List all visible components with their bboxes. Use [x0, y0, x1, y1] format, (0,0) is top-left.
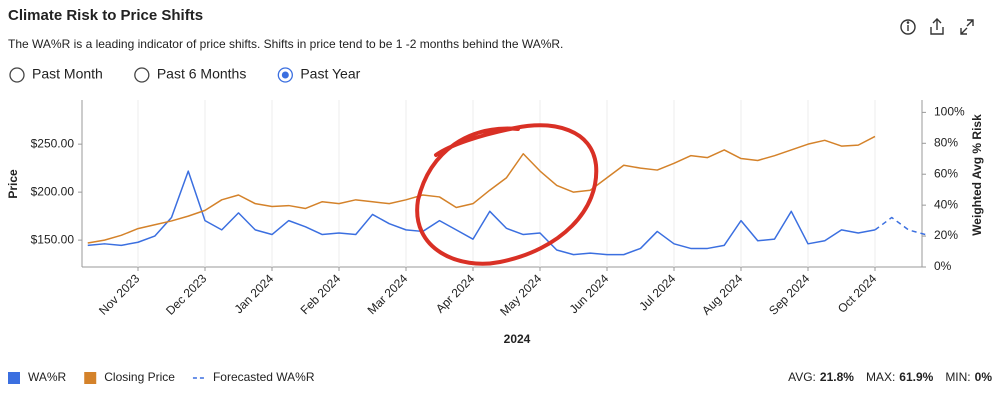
radio-option[interactable]: Past Month: [9, 66, 103, 83]
y2-tick-label: 40%: [934, 197, 958, 211]
x-tick-label: May 2024: [497, 271, 544, 318]
legend-label: Forecasted WA%R: [213, 370, 315, 384]
series-line: [874, 216, 926, 236]
radio-label: Past Month: [32, 66, 103, 82]
legend-label: WA%R: [28, 370, 67, 384]
expand-icon[interactable]: [960, 19, 974, 35]
stat-label: MIN:: [945, 370, 970, 384]
stat-value: 0%: [975, 370, 993, 384]
legend-item[interactable]: Forecasted WA%R: [192, 370, 315, 384]
x-tick-label: Aug 2024: [699, 271, 745, 317]
radio-button: [134, 67, 150, 83]
series-line: [87, 135, 876, 244]
x-tick-label: Dec 2023: [163, 271, 209, 317]
series-line: [87, 170, 876, 256]
radio-label: Past 6 Months: [157, 66, 247, 82]
y2-tick-label: 0%: [934, 259, 952, 273]
x-tick-label: Oct 2024: [835, 271, 880, 316]
stat-value: 21.8%: [820, 370, 854, 384]
x-tick-label: Sep 2024: [766, 271, 812, 317]
x-tick-label: Apr 2024: [433, 271, 478, 316]
legend-swatch: [8, 372, 20, 384]
y2-tick-label: 60%: [934, 166, 958, 180]
radio-option[interactable]: Past 6 Months: [134, 66, 247, 83]
y-tick-label: $200.00: [31, 184, 75, 198]
x-tick-label: Nov 2023: [96, 271, 142, 317]
radio-button: [9, 67, 25, 83]
x-tick-label: Jul 2024: [636, 271, 678, 313]
stat-value: 61.9%: [899, 370, 933, 384]
x-tick-label: Mar 2024: [365, 271, 411, 317]
y-tick-label: $150.00: [31, 232, 75, 246]
radio-dot: [281, 71, 289, 79]
info-icon[interactable]: [900, 19, 916, 35]
x-tick-label: Feb 2024: [298, 271, 344, 317]
legend-item[interactable]: Closing Price: [84, 370, 175, 384]
description: The WA%R is a leading indicator of price…: [8, 37, 563, 51]
x-tick-label: Jun 2024: [567, 271, 612, 316]
legend-item[interactable]: WA%R: [8, 370, 67, 384]
y2-tick-label: 20%: [934, 228, 958, 242]
x-axis-label: 2024: [504, 332, 531, 346]
y2-tick-label: 80%: [934, 135, 958, 149]
stat-label: AVG:: [788, 370, 816, 384]
y2-axis-label: Weighted Avg % Risk: [970, 114, 984, 236]
x-tick-label: Jan 2024: [232, 271, 277, 316]
stat-label: MAX:: [866, 370, 895, 384]
share-icon[interactable]: [930, 18, 944, 35]
y-axis-label: Price: [6, 169, 20, 199]
y2-tick-label: 100%: [934, 105, 965, 119]
radio-option[interactable]: Past Year: [277, 66, 361, 83]
annotation-circle: [415, 123, 599, 266]
legend-label: Closing Price: [104, 370, 175, 384]
legend-swatch: [84, 372, 97, 384]
y-tick-label: $250.00: [31, 136, 75, 150]
radio-button: [277, 67, 293, 83]
radio-label: Past Year: [300, 66, 360, 82]
title: Climate Risk to Price Shifts: [8, 7, 203, 24]
